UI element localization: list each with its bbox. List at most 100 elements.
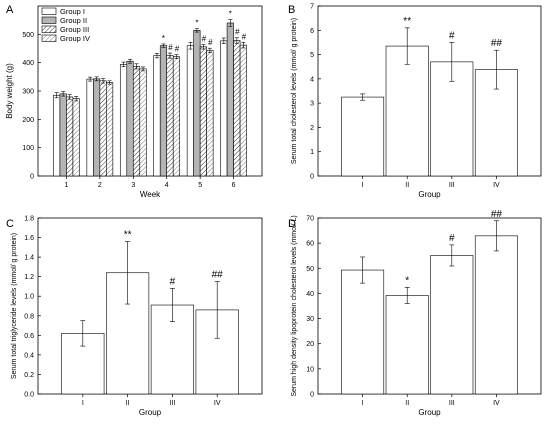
x-tick-label: 2 [98, 182, 102, 189]
bar-group-iv [106, 82, 114, 177]
y-tick-label: 4 [310, 76, 314, 83]
y-axis-label: Serum total cholesterol levels (mmol/ g … [291, 18, 298, 164]
bar-group-i [220, 40, 228, 177]
y-tick-label: 6 [310, 28, 314, 35]
y-tick-label: 1 [310, 149, 314, 156]
x-axis-label: Group [418, 408, 441, 417]
y-tick-label: 0 [310, 174, 314, 181]
x-tick-label: 6 [232, 182, 236, 189]
y-tick-label: 1.4 [24, 255, 34, 262]
bar-group-i [53, 94, 61, 177]
bar [385, 45, 429, 177]
legend-swatch [41, 7, 57, 15]
y-tick-label: 3 [310, 101, 314, 108]
plot-frame [317, 217, 542, 395]
significance-label: ** [403, 16, 411, 27]
significance-label: ** [124, 229, 132, 240]
panel-letter: C [6, 218, 14, 230]
y-tick-label: 1.6 [24, 235, 34, 242]
y-tick-label: 5 [310, 52, 314, 59]
bar-group-i [119, 64, 128, 177]
legend-swatch [41, 34, 57, 42]
significance-label: # [208, 38, 213, 47]
y-tick-label: 30 [306, 316, 314, 323]
significance-label: # [175, 45, 180, 54]
legend-label: Group I [60, 7, 85, 16]
x-tick-label: III [169, 400, 175, 407]
y-tick-label: 400 [22, 60, 34, 67]
bar [474, 235, 518, 395]
bar-group-iii [99, 80, 107, 177]
bar-group-ii [193, 30, 201, 177]
bar [341, 96, 385, 177]
legend-label: Group II [60, 16, 87, 25]
bar-group-iii [199, 46, 207, 177]
significance-label: ## [491, 209, 503, 220]
y-tick-label: 500 [22, 32, 34, 39]
panel-letter: D [288, 218, 296, 230]
panel-c: C 0.0 0.2 0.4 0.6 0.8 1.0 1.2 1.4 1.6 1.8 Serum tot… [6, 216, 263, 417]
bar-group-iii [166, 55, 174, 177]
x-tick-label: II [405, 182, 409, 189]
y-tick-label: 0 [310, 392, 314, 399]
x-tick-label: II [405, 400, 409, 407]
legend-label: Group III [60, 25, 89, 34]
y-tick-label: 1.2 [24, 274, 34, 281]
bar-group-iii [233, 40, 241, 177]
x-tick-label: 4 [165, 182, 169, 189]
x-tick-label: I [82, 400, 84, 407]
bar-group-i [86, 78, 94, 177]
significance-label: # [242, 32, 247, 41]
significance-label: # [168, 43, 173, 52]
y-tick-label: 1.0 [24, 294, 34, 301]
significance-label: # [449, 233, 455, 244]
bar-group-i [186, 45, 194, 177]
bar-group-ii [159, 45, 168, 177]
x-axis-label: Group [139, 408, 162, 417]
legend-label: Group IV [60, 34, 90, 43]
bar [385, 295, 429, 395]
y-tick-label: 60 [306, 241, 314, 248]
y-tick-label: 70 [306, 216, 314, 223]
y-tick-label: 0.6 [24, 333, 34, 340]
panel-b: B 0 1 2 3 4 5 6 7 Serum total cholesterol levels … [288, 4, 542, 199]
x-tick-label: IV [493, 182, 500, 189]
x-tick-label: 1 [64, 182, 68, 189]
y-tick-label: 200 [22, 117, 34, 124]
y-axis-label: Body weight (g) [5, 63, 14, 119]
legend-swatch [41, 16, 57, 24]
y-tick-label: 2 [310, 125, 314, 132]
x-tick-label: I [362, 182, 364, 189]
bar [430, 255, 474, 395]
x-tick-label: IV [214, 400, 221, 407]
bar [341, 269, 385, 395]
x-tick-label: 5 [198, 182, 202, 189]
y-tick-label: 0.2 [24, 372, 34, 379]
bar-group-ii [93, 78, 101, 177]
x-tick-label: III [449, 400, 455, 407]
y-tick-label: 50 [306, 266, 314, 273]
x-tick-label: II [126, 400, 130, 407]
x-tick-label: III [449, 182, 455, 189]
panel-letter: A [6, 4, 14, 16]
y-tick-label: 300 [22, 89, 34, 96]
plot-frame [37, 217, 263, 395]
bar-group-iii [66, 96, 74, 177]
x-tick-label: 3 [131, 182, 135, 189]
y-tick-label: 0 [30, 174, 34, 181]
y-tick-label: 1.8 [24, 216, 34, 223]
y-axis-label: Serum total triglyceride levels (mmol/ g… [11, 233, 18, 379]
y-tick-label: 100 [22, 145, 34, 152]
legend-swatch [41, 25, 57, 33]
significance-label: # [170, 276, 176, 287]
significance-label: ## [212, 270, 224, 281]
bar-group-i [153, 55, 161, 177]
significance-label: # [449, 30, 455, 41]
bar-group-iv [206, 50, 214, 177]
bar-group-iv [239, 44, 247, 177]
y-tick-label: 10 [306, 366, 314, 373]
significance-label: * [195, 19, 198, 28]
y-tick-label: 40 [306, 291, 314, 298]
x-tick-label: I [362, 400, 364, 407]
